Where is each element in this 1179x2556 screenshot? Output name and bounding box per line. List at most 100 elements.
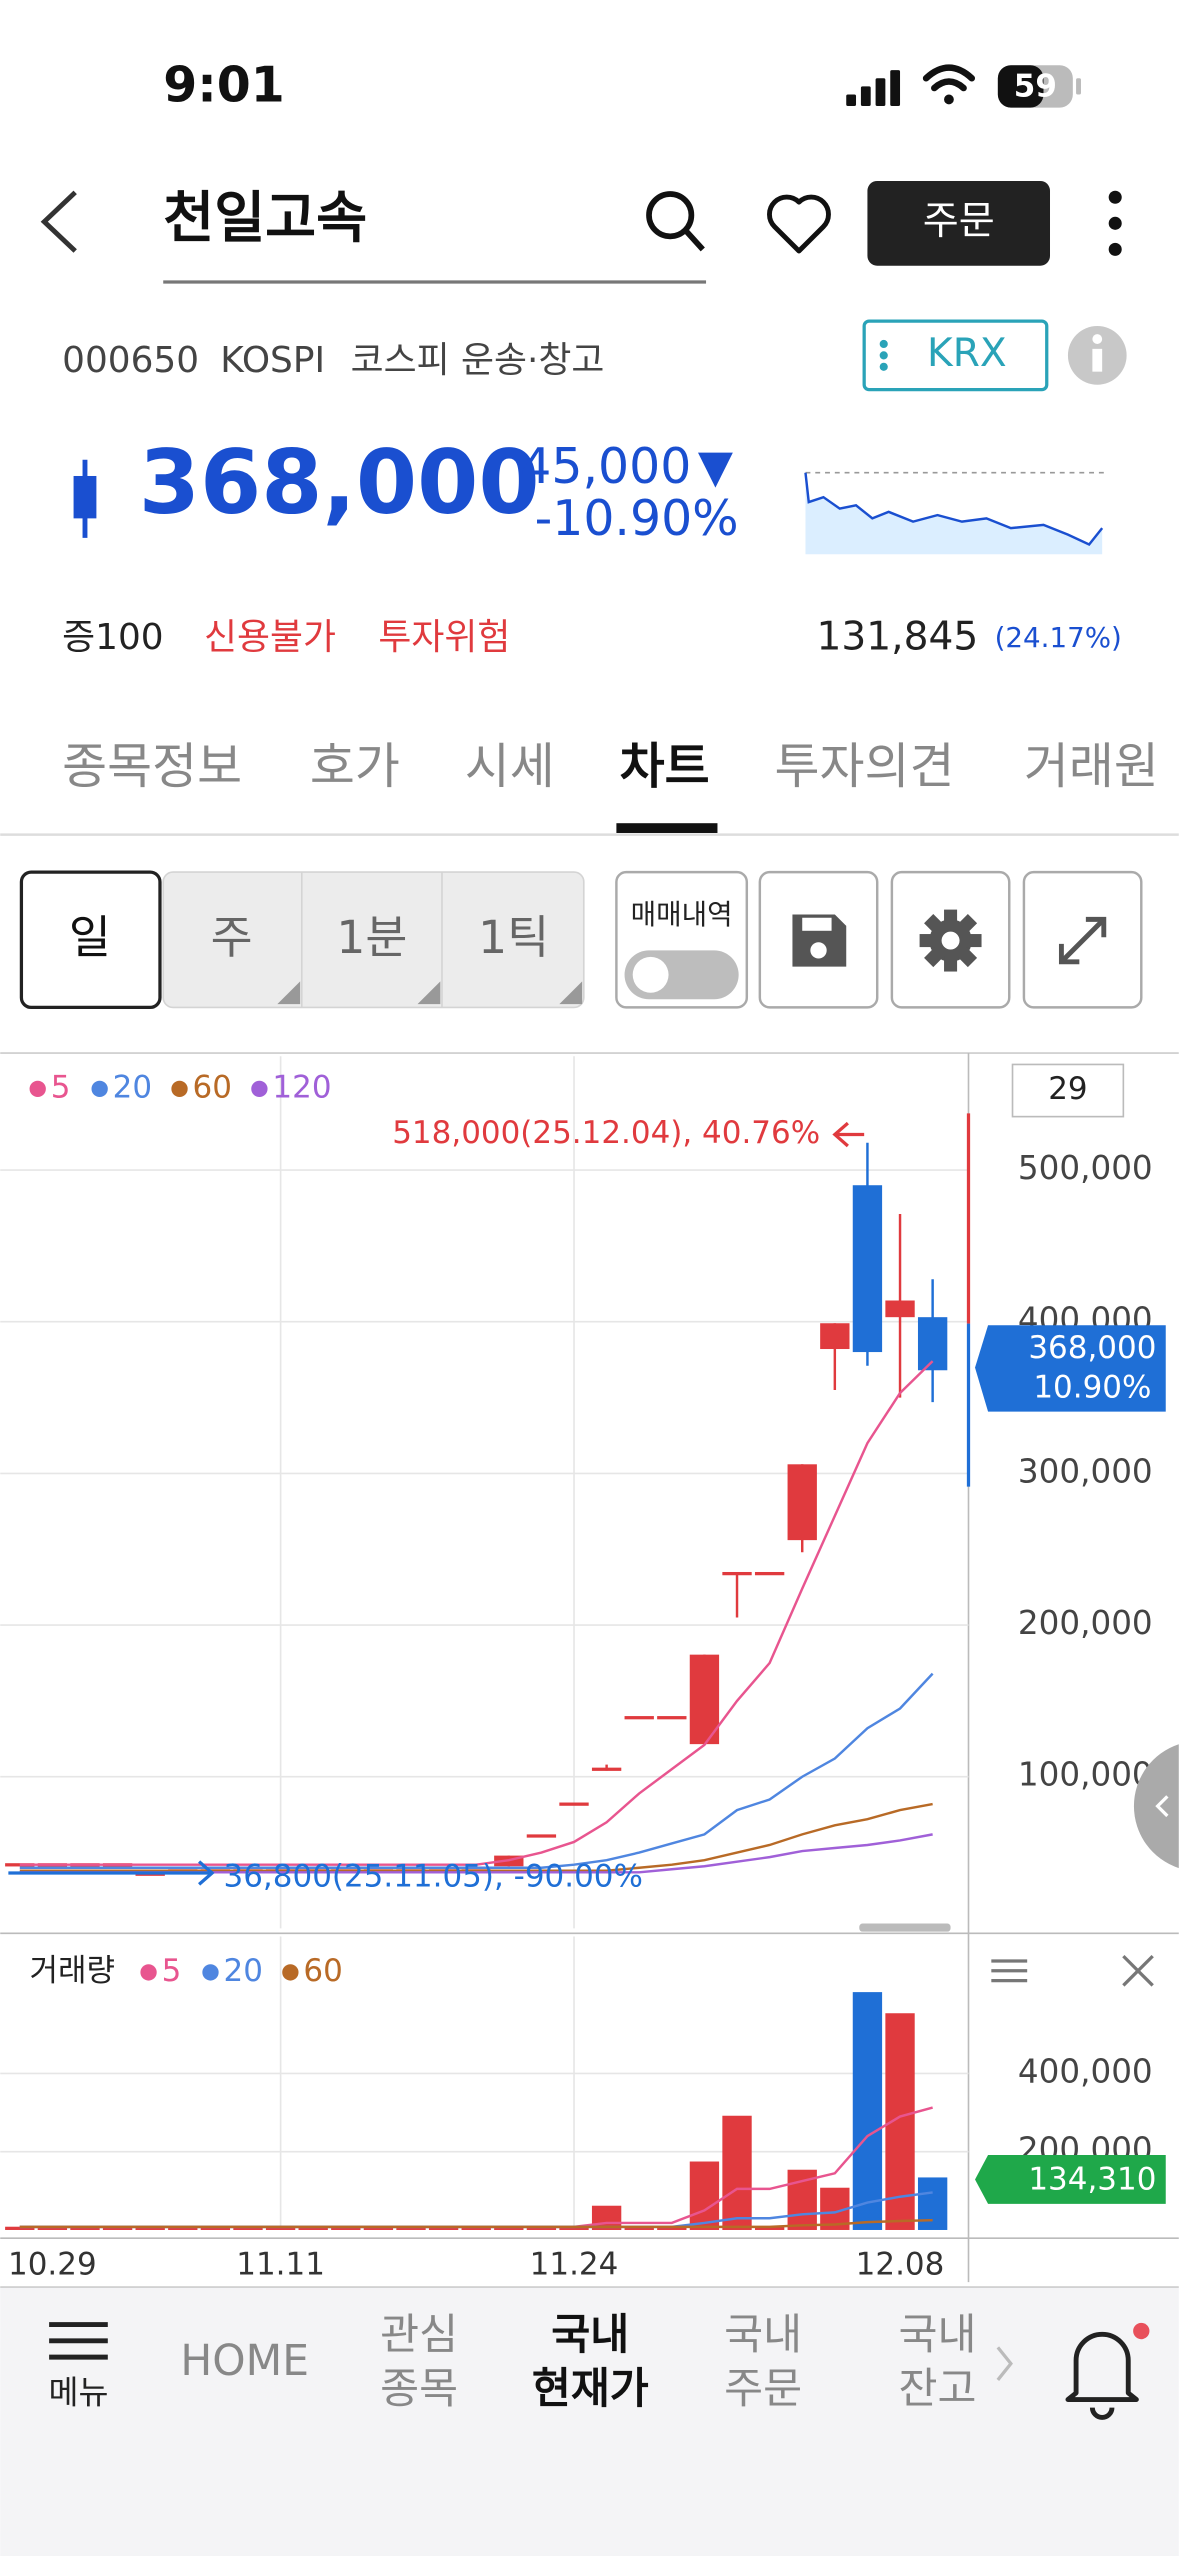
- order-button-label[interactable]: 주문: [923, 199, 995, 244]
- legend-label: 20: [113, 1069, 152, 1105]
- volume-bar: [428, 2226, 459, 2230]
- y-tick-label: 300,000: [1018, 1452, 1153, 1490]
- tab[interactable]: 차트: [620, 738, 710, 795]
- back-button[interactable]: [40, 190, 77, 253]
- tab-bar: 종목정보 호가 시세 차트 투자의견 거래원: [62, 738, 1159, 795]
- nav-label[interactable]: 국내: [551, 2310, 629, 2359]
- period-label[interactable]: 1틱: [478, 911, 549, 964]
- count-box[interactable]: [1011, 1063, 1125, 1118]
- nav-label[interactable]: 주문: [724, 2364, 802, 2413]
- active-tab-indicator: [616, 823, 718, 833]
- trade-toggle-knob: [632, 956, 669, 993]
- legend-label: 60: [193, 1069, 232, 1105]
- tab[interactable]: 거래원: [1024, 738, 1159, 795]
- period-selected[interactable]: [19, 870, 162, 1010]
- order-button[interactable]: [867, 180, 1051, 266]
- exchange-dots: [879, 339, 888, 371]
- legend-dot: [171, 1080, 188, 1098]
- candle-body: [526, 1834, 557, 1838]
- margin-tag: 증100: [62, 617, 163, 658]
- stock-title[interactable]: 천일고속: [163, 187, 367, 251]
- nav-label[interactable]: 관심: [380, 2310, 458, 2359]
- high-annotation: 518,000(25.12.04), 40.76%: [392, 1115, 820, 1151]
- credit-tag: 신용불가: [204, 617, 336, 658]
- legend-label: 5: [51, 1069, 71, 1105]
- candle-body: [754, 1571, 785, 1576]
- volume-menu-icon[interactable]: [991, 1959, 1028, 1983]
- nav-label[interactable]: 현재가: [532, 2364, 649, 2413]
- nav-label[interactable]: 잔고: [899, 2364, 977, 2413]
- y-tick-label: 500,000: [1018, 1149, 1153, 1187]
- price-change: 45,000: [520, 438, 691, 495]
- period-corner: [559, 981, 583, 1005]
- tab[interactable]: 시세: [465, 738, 555, 795]
- period-label[interactable]: 주: [211, 911, 253, 964]
- scroll-handle[interactable]: [859, 1923, 951, 1932]
- trade-toggle-label: 매매내역: [631, 898, 733, 931]
- low-arrow: [8, 1860, 215, 1886]
- current-price-tag: [975, 1325, 1166, 1412]
- nav-label[interactable]: HOME: [180, 2336, 309, 2385]
- legend-label: 20: [224, 1953, 263, 1989]
- candle-body: [591, 1767, 622, 1771]
- market: KOSPI: [220, 340, 325, 381]
- trade-volume: 131,845: [817, 614, 979, 659]
- volume-bar: [37, 2226, 68, 2230]
- volume-bar: [363, 2226, 394, 2230]
- tab[interactable]: 호가: [310, 738, 400, 795]
- volume-close-icon[interactable]: [1122, 1954, 1154, 1987]
- nav-label[interactable]: 국내: [899, 2310, 977, 2359]
- volume-bar: [852, 1992, 883, 2230]
- current-volume-tag: [975, 2154, 1166, 2204]
- change-symbol: ▼: [698, 440, 733, 493]
- period-label[interactable]: 일: [69, 911, 111, 964]
- notification-button[interactable]: [1065, 2331, 1139, 2402]
- volume-bar: [559, 2226, 589, 2230]
- sector: 코스피 운송·창고: [351, 340, 605, 381]
- nav-label[interactable]: 종목: [380, 2364, 458, 2413]
- search-button[interactable]: [646, 191, 705, 252]
- current-rate-label: 10.90%: [1033, 1369, 1151, 1405]
- moving-average: [19, 1360, 934, 1866]
- save-icon-hole: [810, 942, 827, 959]
- favorite-button[interactable]: [767, 194, 831, 254]
- exchange-label[interactable]: KRX: [927, 331, 1007, 376]
- nav-label[interactable]: 국내: [724, 2310, 802, 2359]
- volume-bar: [168, 2226, 198, 2230]
- bottom-nav: [0, 2287, 1179, 2556]
- volume-bar: [461, 2226, 491, 2230]
- more-button[interactable]: [1108, 190, 1122, 256]
- menu-icon[interactable]: [49, 2322, 108, 2360]
- wifi-icon: [922, 64, 976, 105]
- volume-bar: [233, 2226, 263, 2230]
- stock-code: 000650: [62, 340, 199, 381]
- volume-bar: [298, 2226, 328, 2230]
- moving-average: [19, 1672, 934, 1869]
- save-icon-slot: [802, 917, 832, 931]
- side-tab-arrow: [1155, 1795, 1169, 1818]
- trade-volume-rate: (24.17%): [995, 621, 1122, 654]
- visible-count: 29: [1048, 1071, 1087, 1107]
- volume-tick-label: 400,000: [1018, 2052, 1153, 2090]
- current-price-label: 368,000: [1028, 1330, 1156, 1366]
- legend-dot: [29, 1080, 46, 1098]
- legend-dot: [140, 1964, 157, 1981]
- volume-bar: [657, 2226, 687, 2230]
- period-corner: [417, 981, 441, 1005]
- menu-label[interactable]: 메뉴: [48, 2374, 108, 2412]
- candle-body: [559, 1802, 589, 1806]
- nav-more[interactable]: [996, 2346, 1013, 2381]
- volume-moving-average: [19, 2218, 933, 2229]
- price-chart: 100,000200,000300,000400,000500,000200,0…: [0, 1056, 1153, 2282]
- candle-body: [657, 1716, 687, 1720]
- period-label[interactable]: 1분: [336, 911, 407, 964]
- x-tick-label: 12.08: [856, 2246, 945, 2282]
- bell-clapper: [1089, 2407, 1115, 2420]
- tab[interactable]: 종목정보: [62, 738, 242, 795]
- settings-icon: [919, 909, 982, 972]
- exchange-button[interactable]: [862, 319, 1049, 392]
- info-icon: [1092, 348, 1103, 372]
- tab[interactable]: 투자의견: [775, 738, 955, 795]
